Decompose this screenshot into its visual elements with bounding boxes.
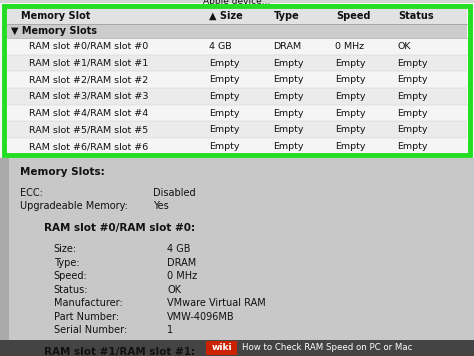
- Text: Empty: Empty: [209, 75, 239, 84]
- Text: Empty: Empty: [398, 125, 428, 134]
- FancyBboxPatch shape: [7, 7, 467, 24]
- Text: Speed: Speed: [336, 11, 370, 21]
- FancyBboxPatch shape: [7, 105, 467, 121]
- Text: Status: Status: [398, 11, 434, 21]
- FancyBboxPatch shape: [0, 340, 474, 356]
- Text: Empty: Empty: [273, 75, 304, 84]
- FancyBboxPatch shape: [7, 138, 467, 155]
- Text: ▼ Memory Slots: ▼ Memory Slots: [11, 26, 97, 36]
- Text: Empty: Empty: [336, 92, 366, 101]
- Text: 0 MHz: 0 MHz: [336, 42, 365, 51]
- Text: VMware Virtual RAM: VMware Virtual RAM: [167, 298, 266, 308]
- Text: Yes: Yes: [153, 201, 169, 211]
- Text: Empty: Empty: [336, 59, 366, 68]
- Text: ▲ Size: ▲ Size: [210, 11, 243, 21]
- Text: Empty: Empty: [209, 142, 239, 151]
- Text: 0 MHz: 0 MHz: [167, 271, 198, 281]
- Text: Speed:: Speed:: [54, 271, 87, 281]
- Text: Empty: Empty: [273, 92, 304, 101]
- Text: Empty: Empty: [273, 109, 304, 117]
- Text: OK: OK: [167, 285, 182, 295]
- Text: Size:: Size:: [54, 244, 77, 254]
- Text: Empty: Empty: [209, 59, 239, 68]
- Text: Disabled: Disabled: [153, 188, 196, 198]
- FancyBboxPatch shape: [7, 55, 467, 72]
- Text: Empty: Empty: [209, 109, 239, 117]
- Text: RAM slot #1/RAM slot #1:: RAM slot #1/RAM slot #1:: [44, 347, 195, 356]
- FancyBboxPatch shape: [0, 158, 474, 340]
- Text: Empty: Empty: [398, 92, 428, 101]
- Text: How to Check RAM Speed on PC or Mac: How to Check RAM Speed on PC or Mac: [242, 344, 412, 352]
- Text: Status:: Status:: [54, 285, 88, 295]
- Text: Empty: Empty: [398, 59, 428, 68]
- FancyBboxPatch shape: [7, 121, 467, 138]
- FancyBboxPatch shape: [0, 0, 474, 3]
- Text: Empty: Empty: [336, 109, 366, 117]
- Text: RAM slot #3/RAM slot #3: RAM slot #3/RAM slot #3: [29, 92, 148, 101]
- Text: Empty: Empty: [209, 125, 239, 134]
- Text: Type: Type: [274, 11, 300, 21]
- Text: RAM slot #2/RAM slot #2: RAM slot #2/RAM slot #2: [29, 75, 148, 84]
- Text: Memory Slots:: Memory Slots:: [20, 167, 105, 177]
- Text: Empty: Empty: [336, 75, 366, 84]
- Text: RAM slot #5/RAM slot #5: RAM slot #5/RAM slot #5: [29, 125, 148, 134]
- Text: Empty: Empty: [398, 75, 428, 84]
- FancyBboxPatch shape: [0, 158, 9, 340]
- Text: RAM slot #0/RAM slot #0:: RAM slot #0/RAM slot #0:: [44, 223, 195, 233]
- Text: RAM slot #1/RAM slot #1: RAM slot #1/RAM slot #1: [29, 59, 148, 68]
- FancyBboxPatch shape: [0, 3, 474, 158]
- Text: Serial Number:: Serial Number:: [54, 325, 127, 335]
- Text: Part Number:: Part Number:: [54, 312, 118, 322]
- Text: Empty: Empty: [273, 59, 304, 68]
- Text: Empty: Empty: [336, 125, 366, 134]
- FancyBboxPatch shape: [7, 24, 467, 38]
- Text: ECC:: ECC:: [20, 188, 43, 198]
- Text: wiki: wiki: [211, 344, 232, 352]
- Text: RAM slot #0/RAM slot #0: RAM slot #0/RAM slot #0: [29, 42, 148, 51]
- Text: RAM slot #6/RAM slot #6: RAM slot #6/RAM slot #6: [29, 142, 148, 151]
- FancyBboxPatch shape: [206, 341, 237, 355]
- Text: RAM slot #4/RAM slot #4: RAM slot #4/RAM slot #4: [29, 109, 148, 117]
- Text: DRAM: DRAM: [167, 258, 197, 268]
- Text: Empty: Empty: [398, 142, 428, 151]
- Text: Empty: Empty: [273, 142, 304, 151]
- Text: Apple device...: Apple device...: [203, 0, 271, 6]
- FancyBboxPatch shape: [7, 72, 467, 88]
- Text: DRAM: DRAM: [273, 42, 301, 51]
- Text: 4 GB: 4 GB: [209, 42, 232, 51]
- Text: VMW-4096MB: VMW-4096MB: [167, 312, 235, 322]
- Text: Empty: Empty: [273, 125, 304, 134]
- Text: Type:: Type:: [54, 258, 79, 268]
- Text: Empty: Empty: [398, 109, 428, 117]
- Text: OK: OK: [398, 42, 411, 51]
- Text: Upgradeable Memory:: Upgradeable Memory:: [20, 201, 128, 211]
- Text: Memory Slot: Memory Slot: [21, 11, 91, 21]
- Text: 1: 1: [167, 325, 173, 335]
- Text: Manufacturer:: Manufacturer:: [54, 298, 122, 308]
- Text: Empty: Empty: [209, 92, 239, 101]
- Text: Empty: Empty: [336, 142, 366, 151]
- Text: 4 GB: 4 GB: [167, 244, 191, 254]
- FancyBboxPatch shape: [7, 38, 467, 55]
- FancyBboxPatch shape: [7, 88, 467, 105]
